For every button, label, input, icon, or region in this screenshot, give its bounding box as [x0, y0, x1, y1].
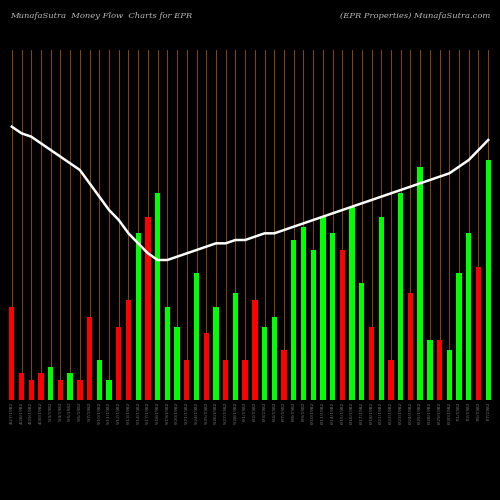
Bar: [262, 326, 268, 400]
Bar: [96, 360, 102, 400]
Bar: [87, 316, 92, 400]
Bar: [291, 240, 296, 400]
Bar: [68, 374, 73, 400]
Bar: [350, 206, 355, 400]
Bar: [19, 374, 24, 400]
Bar: [427, 340, 432, 400]
Bar: [155, 194, 160, 400]
Bar: [28, 380, 34, 400]
Bar: [310, 250, 316, 400]
Bar: [116, 326, 121, 400]
Bar: [301, 226, 306, 400]
Bar: [214, 306, 218, 400]
Bar: [398, 194, 404, 400]
Bar: [437, 340, 442, 400]
Bar: [476, 266, 481, 400]
Bar: [252, 300, 258, 400]
Text: MunafaSutra  Money Flow  Charts for EPR: MunafaSutra Money Flow Charts for EPR: [10, 12, 192, 20]
Bar: [272, 316, 277, 400]
Bar: [340, 250, 345, 400]
Bar: [174, 326, 180, 400]
Bar: [58, 380, 63, 400]
Bar: [369, 326, 374, 400]
Bar: [106, 380, 112, 400]
Bar: [446, 350, 452, 400]
Bar: [388, 360, 394, 400]
Bar: [456, 274, 462, 400]
Bar: [282, 350, 286, 400]
Bar: [378, 216, 384, 400]
Bar: [126, 300, 131, 400]
Bar: [232, 294, 238, 400]
Bar: [408, 294, 413, 400]
Bar: [164, 306, 170, 400]
Bar: [242, 360, 248, 400]
Bar: [136, 234, 141, 400]
Bar: [77, 380, 82, 400]
Bar: [48, 366, 54, 400]
Bar: [486, 160, 491, 400]
Bar: [184, 360, 190, 400]
Bar: [418, 166, 423, 400]
Bar: [194, 274, 199, 400]
Bar: [145, 216, 150, 400]
Bar: [359, 284, 364, 400]
Bar: [204, 334, 209, 400]
Bar: [38, 374, 44, 400]
Bar: [330, 234, 336, 400]
Bar: [223, 360, 228, 400]
Bar: [320, 216, 326, 400]
Text: (EPR Properties) MunafaSutra.com: (EPR Properties) MunafaSutra.com: [340, 12, 490, 20]
Bar: [9, 306, 15, 400]
Bar: [466, 234, 471, 400]
